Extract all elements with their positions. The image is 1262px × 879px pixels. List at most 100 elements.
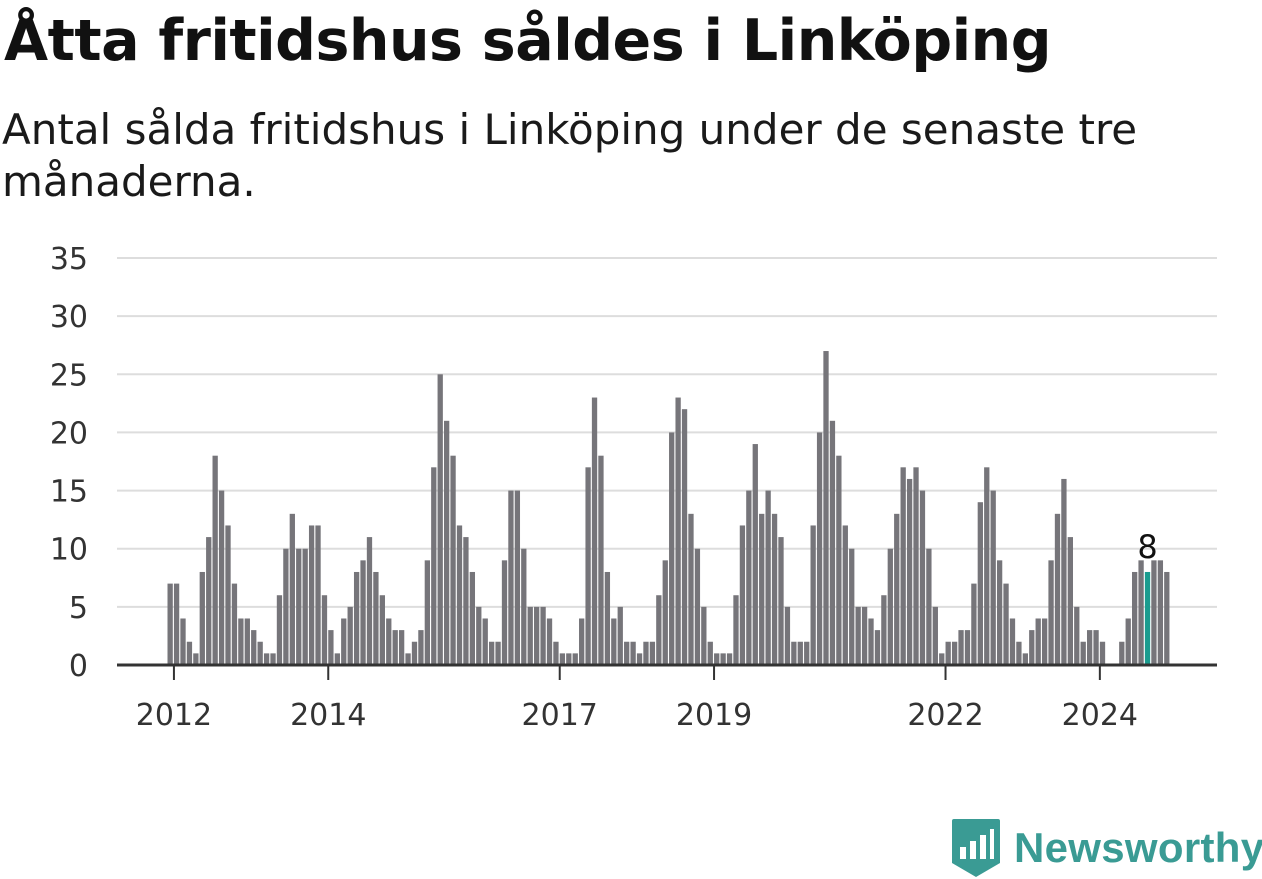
bar [810,525,816,665]
bar [714,653,720,665]
bar [945,641,951,665]
bar [1119,641,1125,665]
bar [514,490,521,665]
bar [1125,618,1131,665]
bar [694,548,701,665]
bar [167,583,173,665]
bar [1048,560,1054,665]
bar [784,606,791,665]
y-axis-ticks: 0 5 10 15 20 25 30 35 [50,242,88,684]
bars [167,351,1170,665]
bar [386,618,392,665]
bar [308,525,315,665]
bar [1009,618,1016,665]
newsworthy-logo-icon [952,819,1000,877]
bar [566,653,572,665]
bar [1164,571,1170,665]
bar [675,397,681,665]
bar [688,513,694,665]
bar [585,467,591,665]
bar [1138,560,1144,665]
bar [212,455,218,665]
bar [1054,513,1061,665]
bar [1093,630,1099,665]
bar [546,618,553,665]
bar [842,525,848,665]
bar [501,560,508,665]
bar [263,653,270,665]
bar [701,606,707,665]
bar-value-label: 8 [1137,528,1157,566]
bar [521,548,527,665]
bar [990,490,996,665]
bar [1016,641,1022,665]
bar [900,467,906,665]
bar [656,595,662,665]
bar [874,630,881,665]
bar [1086,630,1093,665]
x-tick-label: 2012 [136,698,212,733]
bar [315,525,321,665]
y-tick-label: 20 [50,416,88,451]
bar [984,467,990,665]
bar [469,571,476,665]
annotations: 8 [1137,528,1157,566]
bar [553,641,559,665]
bar [1157,560,1164,665]
bar [173,583,180,665]
x-axis-ticks: 2012 2014 2017 2019 2022 2024 [136,665,1138,733]
bar [797,641,803,665]
x-tick-label: 2022 [907,698,983,733]
bar [289,513,295,665]
bar [341,618,347,665]
bar [752,444,758,665]
bar [296,548,302,665]
bar [868,618,874,665]
bar [977,502,983,665]
bar [508,490,514,665]
bar [759,513,765,665]
bar [476,606,482,665]
gridlines [117,257,1217,608]
bar [829,420,836,665]
bar [662,560,668,665]
bar [379,595,385,665]
bar [366,537,373,665]
bar [964,630,971,665]
bar [643,641,649,665]
bar [958,630,964,665]
bar [771,513,778,665]
bar [450,455,456,665]
bar [681,409,688,665]
bar [1074,606,1080,665]
bar [559,653,566,665]
bar [527,606,533,665]
bar [707,641,713,665]
bar [881,595,887,665]
y-tick-label: 0 [69,649,88,684]
bar [1099,641,1106,665]
bar [591,397,598,665]
y-tick-label: 15 [50,475,88,510]
bar [836,455,842,665]
bar [534,606,540,665]
bar [206,537,212,665]
bar [739,525,746,665]
bar [791,641,797,665]
bar [398,630,405,665]
bar [906,478,913,665]
bar [353,571,360,665]
bar [1080,641,1086,665]
brand-name: Newsworthy [1014,824,1262,871]
brand: Newsworthy [950,817,1262,879]
bar [617,606,623,665]
bar [392,630,398,665]
bar [861,606,868,665]
bar [726,653,733,665]
bar [360,560,366,665]
bar [257,641,263,665]
bar [971,583,977,665]
bar [193,653,199,665]
bar [624,641,630,665]
bar [180,618,186,665]
